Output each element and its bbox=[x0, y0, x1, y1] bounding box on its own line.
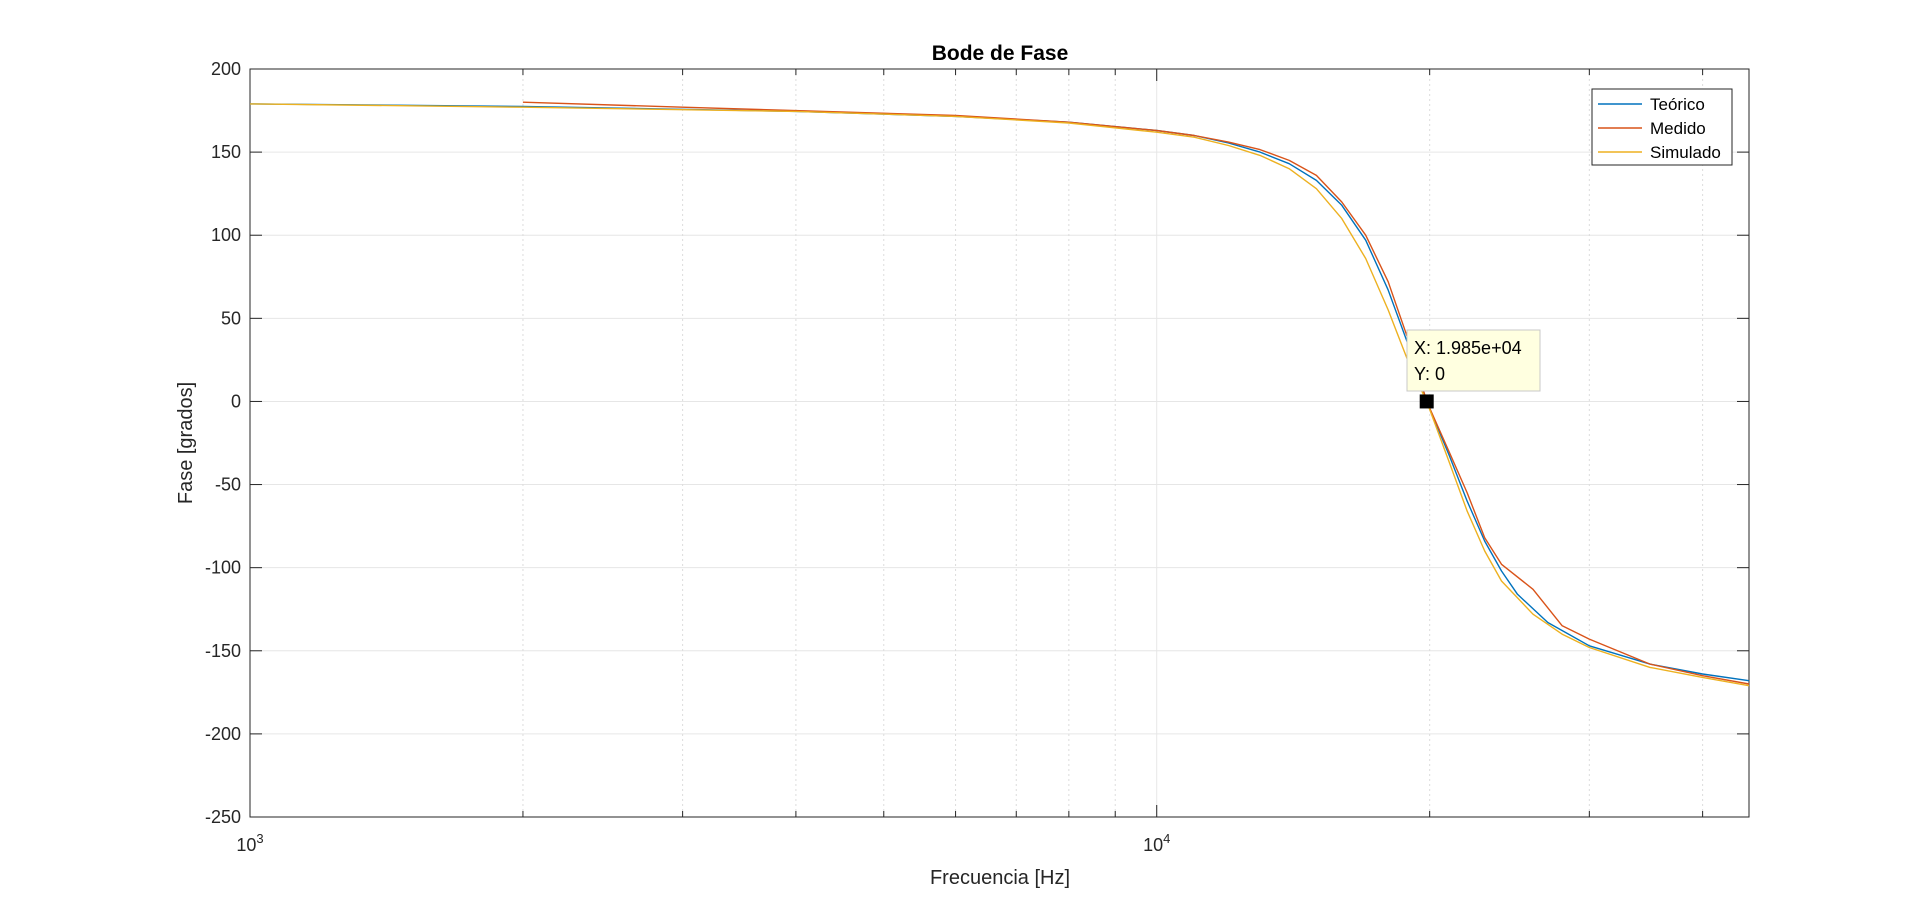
legend-label-3: Simulado bbox=[1650, 143, 1721, 162]
y-tick-label: -50 bbox=[215, 475, 241, 495]
x-tick-label-exponent: 4 bbox=[1163, 831, 1170, 846]
y-tick-label: 0 bbox=[231, 391, 241, 411]
datatip-marker[interactable] bbox=[1419, 394, 1434, 409]
x-tick-label: 104 bbox=[1143, 831, 1170, 855]
series-lines bbox=[249, 101, 1750, 687]
axis-ticks bbox=[249, 68, 1749, 818]
grid-lines bbox=[250, 68, 1749, 818]
datatip-x: X: 1.985e+04 bbox=[1414, 338, 1522, 358]
y-tick-label: 100 bbox=[211, 225, 241, 245]
x-tick-label: 103 bbox=[236, 831, 263, 855]
datatip[interactable]: X: 1.985e+04 Y: 0 bbox=[1406, 329, 1541, 392]
y-tick-label: -100 bbox=[205, 558, 241, 578]
y-tick-label: 150 bbox=[211, 142, 241, 162]
legend-label-2: Medido bbox=[1650, 119, 1706, 138]
series-line-3 bbox=[249, 103, 1750, 687]
y-axis-label: Fase [grados] bbox=[175, 382, 197, 504]
x-tick-labels: 103 104 bbox=[236, 831, 1170, 855]
y-tick-label: -150 bbox=[205, 641, 241, 661]
series-line-1 bbox=[249, 103, 1750, 682]
y-tick-label: -200 bbox=[205, 724, 241, 744]
x-tick-label-base: 10 bbox=[1143, 835, 1163, 855]
x-axis-label: Frecuencia [Hz] bbox=[930, 867, 1070, 889]
datatip-y: Y: 0 bbox=[1414, 364, 1445, 384]
y-tick-label: -250 bbox=[205, 807, 241, 827]
y-tick-label: 200 bbox=[211, 59, 241, 79]
legend-label-1: Teórico bbox=[1650, 95, 1705, 114]
y-tick-labels: 200 150 100 50 0 -50 -100 -150 -200 -250 bbox=[205, 59, 241, 827]
datatip-box bbox=[1406, 329, 1541, 392]
x-tick-label-base: 10 bbox=[236, 835, 256, 855]
x-tick-label-exponent: 3 bbox=[256, 831, 263, 846]
series-line-2 bbox=[522, 101, 1750, 685]
chart-title: Bode de Fase bbox=[932, 42, 1069, 65]
plot-area bbox=[249, 68, 1750, 818]
y-tick-label: 50 bbox=[221, 308, 241, 328]
legend: Teórico Medido Simulado bbox=[1591, 88, 1733, 166]
